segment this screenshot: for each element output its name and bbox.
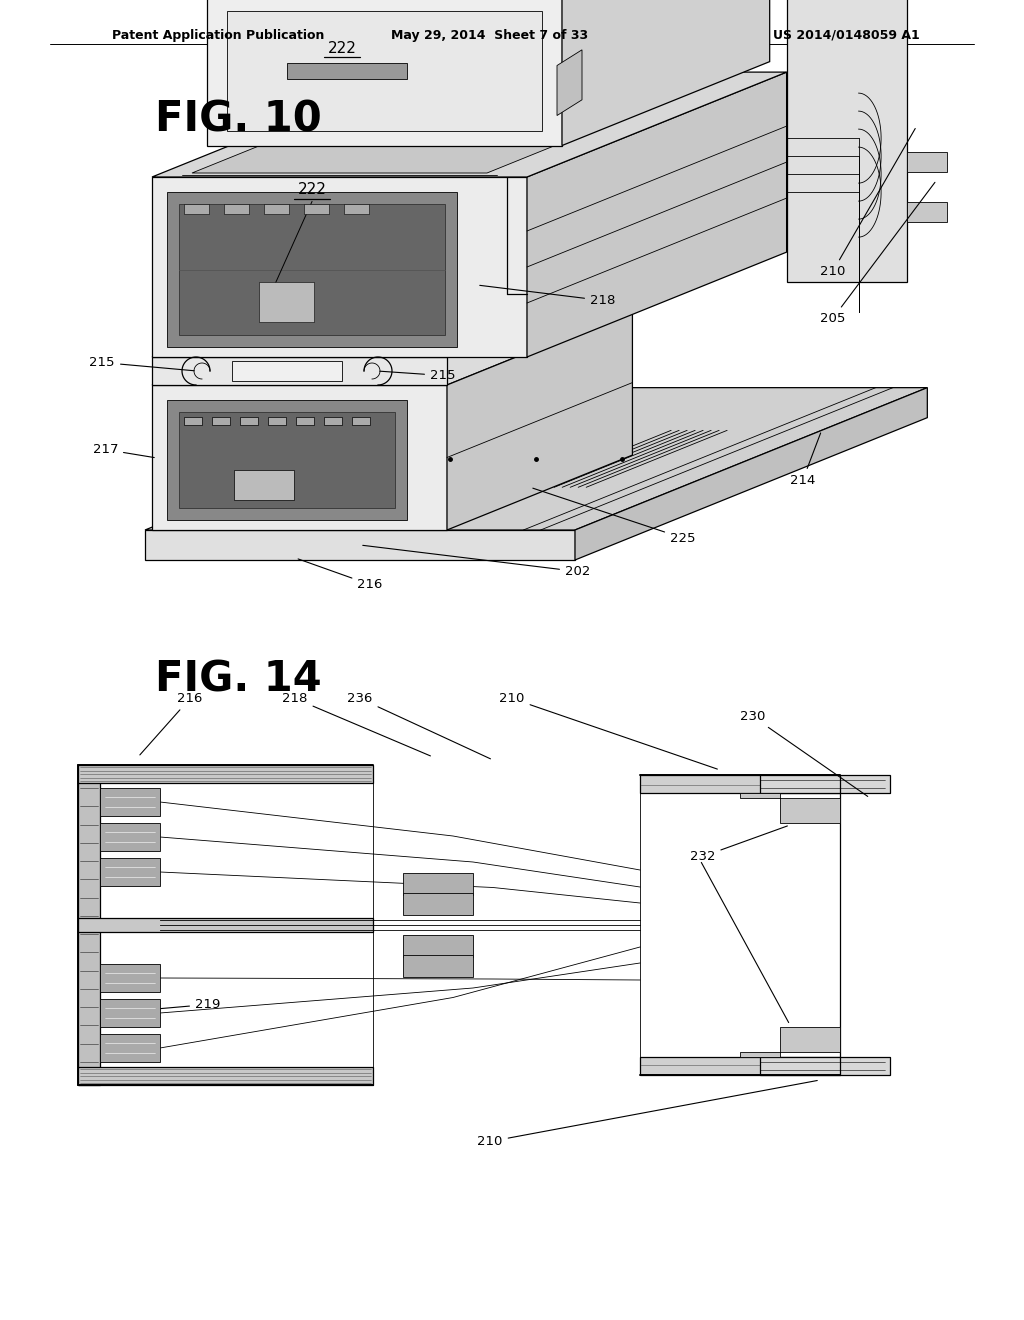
Polygon shape bbox=[152, 310, 633, 385]
Text: K: K bbox=[255, 364, 265, 378]
Polygon shape bbox=[403, 954, 473, 977]
Polygon shape bbox=[145, 388, 928, 531]
Polygon shape bbox=[224, 205, 249, 214]
Polygon shape bbox=[167, 191, 457, 347]
Text: 210: 210 bbox=[820, 128, 915, 279]
Polygon shape bbox=[640, 1057, 840, 1074]
Polygon shape bbox=[760, 1057, 890, 1074]
Text: 219: 219 bbox=[113, 998, 220, 1012]
Polygon shape bbox=[78, 1067, 373, 1085]
Text: 218: 218 bbox=[283, 692, 430, 756]
Polygon shape bbox=[287, 62, 407, 78]
Polygon shape bbox=[324, 417, 342, 425]
Text: FIG. 10: FIG. 10 bbox=[155, 99, 322, 141]
Polygon shape bbox=[179, 205, 445, 335]
Polygon shape bbox=[78, 917, 373, 932]
Polygon shape bbox=[562, 0, 770, 145]
Text: 216: 216 bbox=[298, 558, 383, 591]
Polygon shape bbox=[207, 0, 562, 145]
Polygon shape bbox=[193, 120, 616, 173]
Polygon shape bbox=[575, 388, 928, 560]
Text: FIG. 14: FIG. 14 bbox=[155, 659, 322, 701]
Text: 214: 214 bbox=[790, 433, 820, 487]
Polygon shape bbox=[184, 205, 209, 214]
Polygon shape bbox=[403, 894, 473, 915]
Polygon shape bbox=[259, 282, 314, 322]
Polygon shape bbox=[100, 822, 160, 851]
Polygon shape bbox=[152, 385, 447, 531]
Polygon shape bbox=[240, 417, 258, 425]
Polygon shape bbox=[184, 417, 202, 425]
Text: 218: 218 bbox=[480, 285, 615, 308]
Polygon shape bbox=[557, 50, 582, 116]
Polygon shape bbox=[403, 935, 473, 957]
Text: 225: 225 bbox=[532, 488, 695, 545]
Text: Patent Application Publication: Patent Application Publication bbox=[112, 29, 325, 41]
Polygon shape bbox=[234, 470, 294, 500]
Text: 210: 210 bbox=[477, 1081, 817, 1148]
Text: 222: 222 bbox=[298, 182, 327, 197]
Polygon shape bbox=[100, 999, 160, 1027]
Text: 202: 202 bbox=[362, 545, 591, 578]
Text: 232: 232 bbox=[690, 826, 787, 863]
Polygon shape bbox=[740, 793, 840, 822]
Text: US 2014/0148059 A1: US 2014/0148059 A1 bbox=[773, 29, 920, 41]
Polygon shape bbox=[268, 417, 286, 425]
Polygon shape bbox=[167, 400, 407, 520]
Polygon shape bbox=[78, 766, 100, 1085]
Text: 210: 210 bbox=[500, 692, 718, 770]
Polygon shape bbox=[78, 766, 373, 783]
Text: T: T bbox=[303, 364, 311, 378]
Polygon shape bbox=[152, 73, 786, 177]
Polygon shape bbox=[227, 11, 542, 131]
Text: 216: 216 bbox=[140, 692, 203, 755]
Text: 230: 230 bbox=[740, 710, 867, 796]
Polygon shape bbox=[100, 964, 160, 993]
Text: 236: 236 bbox=[347, 692, 490, 759]
Polygon shape bbox=[152, 177, 527, 356]
Polygon shape bbox=[232, 360, 342, 381]
Polygon shape bbox=[786, 0, 906, 282]
Polygon shape bbox=[352, 417, 370, 425]
Polygon shape bbox=[640, 775, 840, 793]
Polygon shape bbox=[296, 417, 314, 425]
Polygon shape bbox=[447, 310, 633, 531]
Text: 215: 215 bbox=[89, 356, 195, 371]
Polygon shape bbox=[527, 73, 786, 356]
Text: 217: 217 bbox=[92, 444, 155, 458]
Polygon shape bbox=[100, 788, 160, 816]
Polygon shape bbox=[344, 205, 369, 214]
Polygon shape bbox=[212, 417, 230, 425]
Polygon shape bbox=[100, 1034, 160, 1063]
Polygon shape bbox=[740, 1027, 840, 1057]
Text: May 29, 2014  Sheet 7 of 33: May 29, 2014 Sheet 7 of 33 bbox=[391, 29, 589, 41]
Text: 222: 222 bbox=[328, 41, 356, 55]
Polygon shape bbox=[304, 205, 329, 214]
Polygon shape bbox=[906, 202, 946, 222]
Polygon shape bbox=[145, 531, 575, 560]
Polygon shape bbox=[760, 775, 890, 793]
Polygon shape bbox=[906, 152, 946, 172]
Polygon shape bbox=[179, 412, 395, 508]
Polygon shape bbox=[152, 356, 447, 385]
Text: 205: 205 bbox=[820, 182, 935, 325]
Polygon shape bbox=[100, 858, 160, 886]
Polygon shape bbox=[152, 312, 558, 356]
Text: 215: 215 bbox=[380, 370, 456, 381]
Polygon shape bbox=[264, 205, 289, 214]
Polygon shape bbox=[403, 873, 473, 895]
